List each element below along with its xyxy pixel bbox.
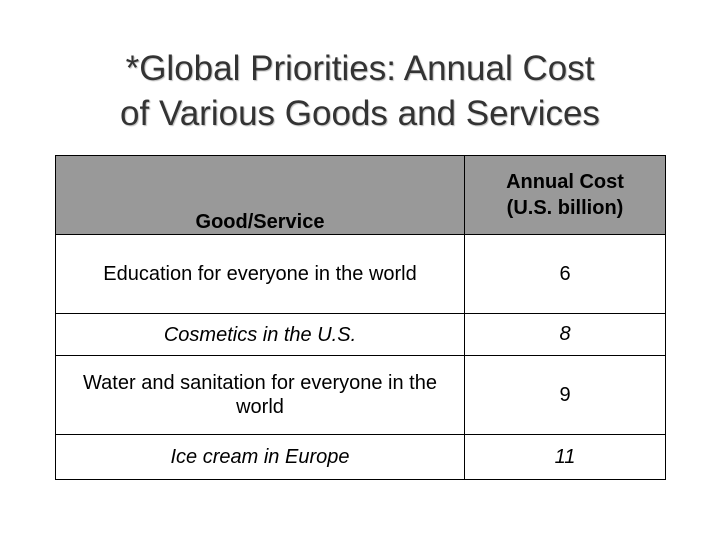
table-row: Ice cream in Europe 11 <box>55 434 666 480</box>
header-annual-cost-line-1: Annual Cost <box>506 171 624 193</box>
header-good-service: Good/Service <box>55 155 465 235</box>
header-annual-cost: Annual Cost (U.S. billion) <box>464 155 666 235</box>
good-cell: Cosmetics in the U.S. <box>55 313 465 356</box>
cost-table: Good/Service Annual Cost (U.S. billion) … <box>55 155 666 480</box>
slide-title: *Global Priorities: Annual Cost of Vario… <box>0 46 720 136</box>
table-header-row: Good/Service Annual Cost (U.S. billion) <box>55 155 666 235</box>
good-cell: Education for everyone in the world <box>55 234 465 314</box>
cost-cell: 9 <box>464 355 666 435</box>
cost-cell: 11 <box>464 434 666 480</box>
table-row: Cosmetics in the U.S. 8 <box>55 313 666 356</box>
cost-cell: 6 <box>464 234 666 314</box>
slide-title-line-1: *Global Priorities: Annual Cost <box>125 49 595 88</box>
slide-title-line-2: of Various Goods and Services <box>120 94 600 133</box>
cost-cell: 8 <box>464 313 666 356</box>
table-row: Education for everyone in the world 6 <box>55 234 666 314</box>
good-cell: Water and sanitation for everyone in the… <box>55 355 465 435</box>
table-row: Water and sanitation for everyone in the… <box>55 355 666 435</box>
header-annual-cost-line-2: (U.S. billion) <box>506 197 624 219</box>
good-cell: Ice cream in Europe <box>55 434 465 480</box>
